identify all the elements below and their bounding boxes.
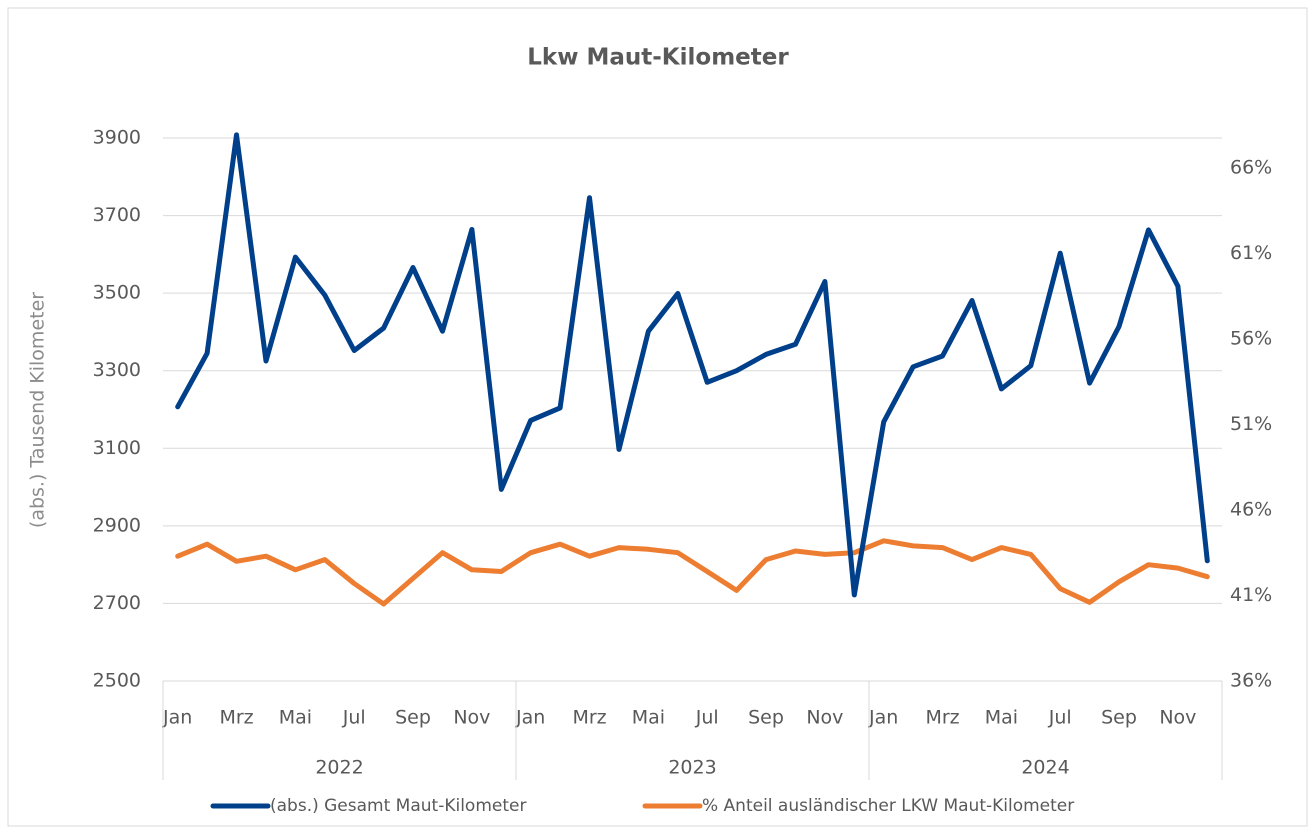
y2-tick-label: 36% (1230, 670, 1272, 692)
x-tick-label: Nov (1159, 707, 1196, 729)
x-tick-label: Mrz (219, 707, 253, 729)
legend-label: % Anteil ausländischer LKW Maut-Kilomete… (702, 796, 1074, 816)
year-label: 2022 (315, 757, 363, 779)
y2-tick-label: 56% (1230, 327, 1272, 349)
chart-border (7, 7, 1308, 827)
y-tick-label: 3100 (93, 437, 141, 459)
y-tick-label: 2700 (93, 592, 141, 614)
y-tick-label: 3900 (93, 127, 141, 149)
x-tick-label: Sep (748, 707, 784, 729)
x-tick-label: Sep (1101, 707, 1137, 729)
x-tick-label: Sep (395, 707, 431, 729)
x-tick-label: Jul (1048, 707, 1072, 729)
x-tick-label: Nov (453, 707, 490, 729)
x-tick-label: Mrz (925, 707, 959, 729)
x-tick-label: Mrz (572, 707, 606, 729)
y-tick-label: 3700 (93, 204, 141, 226)
x-tick-label: Jan (868, 707, 898, 729)
y2-tick-label: 51% (1230, 413, 1272, 435)
x-tick-label: Jan (162, 707, 192, 729)
x-tick-label: Nov (806, 707, 843, 729)
year-label: 2023 (668, 757, 716, 779)
x-tick-label: Mai (985, 707, 1018, 729)
y2-tick-label: 46% (1230, 498, 1272, 520)
x-tick-label: Mai (279, 707, 312, 729)
legend-label: (abs.) Gesamt Maut-Kilometer (270, 796, 526, 816)
y2-tick-label: 41% (1230, 584, 1272, 606)
y-tick-label: 2900 (93, 514, 141, 536)
x-tick-label: Jan (515, 707, 545, 729)
x-tick-label: Jul (695, 707, 719, 729)
year-label: 2024 (1021, 757, 1069, 779)
y-axis-title: (abs.) Tausend Kilometer (27, 292, 49, 528)
series-line (175, 538, 1210, 607)
x-tick-label: Jul (342, 707, 366, 729)
series-line (175, 132, 1210, 598)
chart-title: Lkw Maut-Kilometer (527, 45, 789, 71)
y-tick-label: 3300 (93, 359, 141, 381)
y-tick-label: 3500 (93, 282, 141, 304)
y-tick-label: 2500 (93, 670, 141, 692)
x-tick-label: Mai (632, 707, 665, 729)
y2-tick-label: 61% (1230, 242, 1272, 264)
y2-tick-label: 66% (1230, 156, 1272, 178)
